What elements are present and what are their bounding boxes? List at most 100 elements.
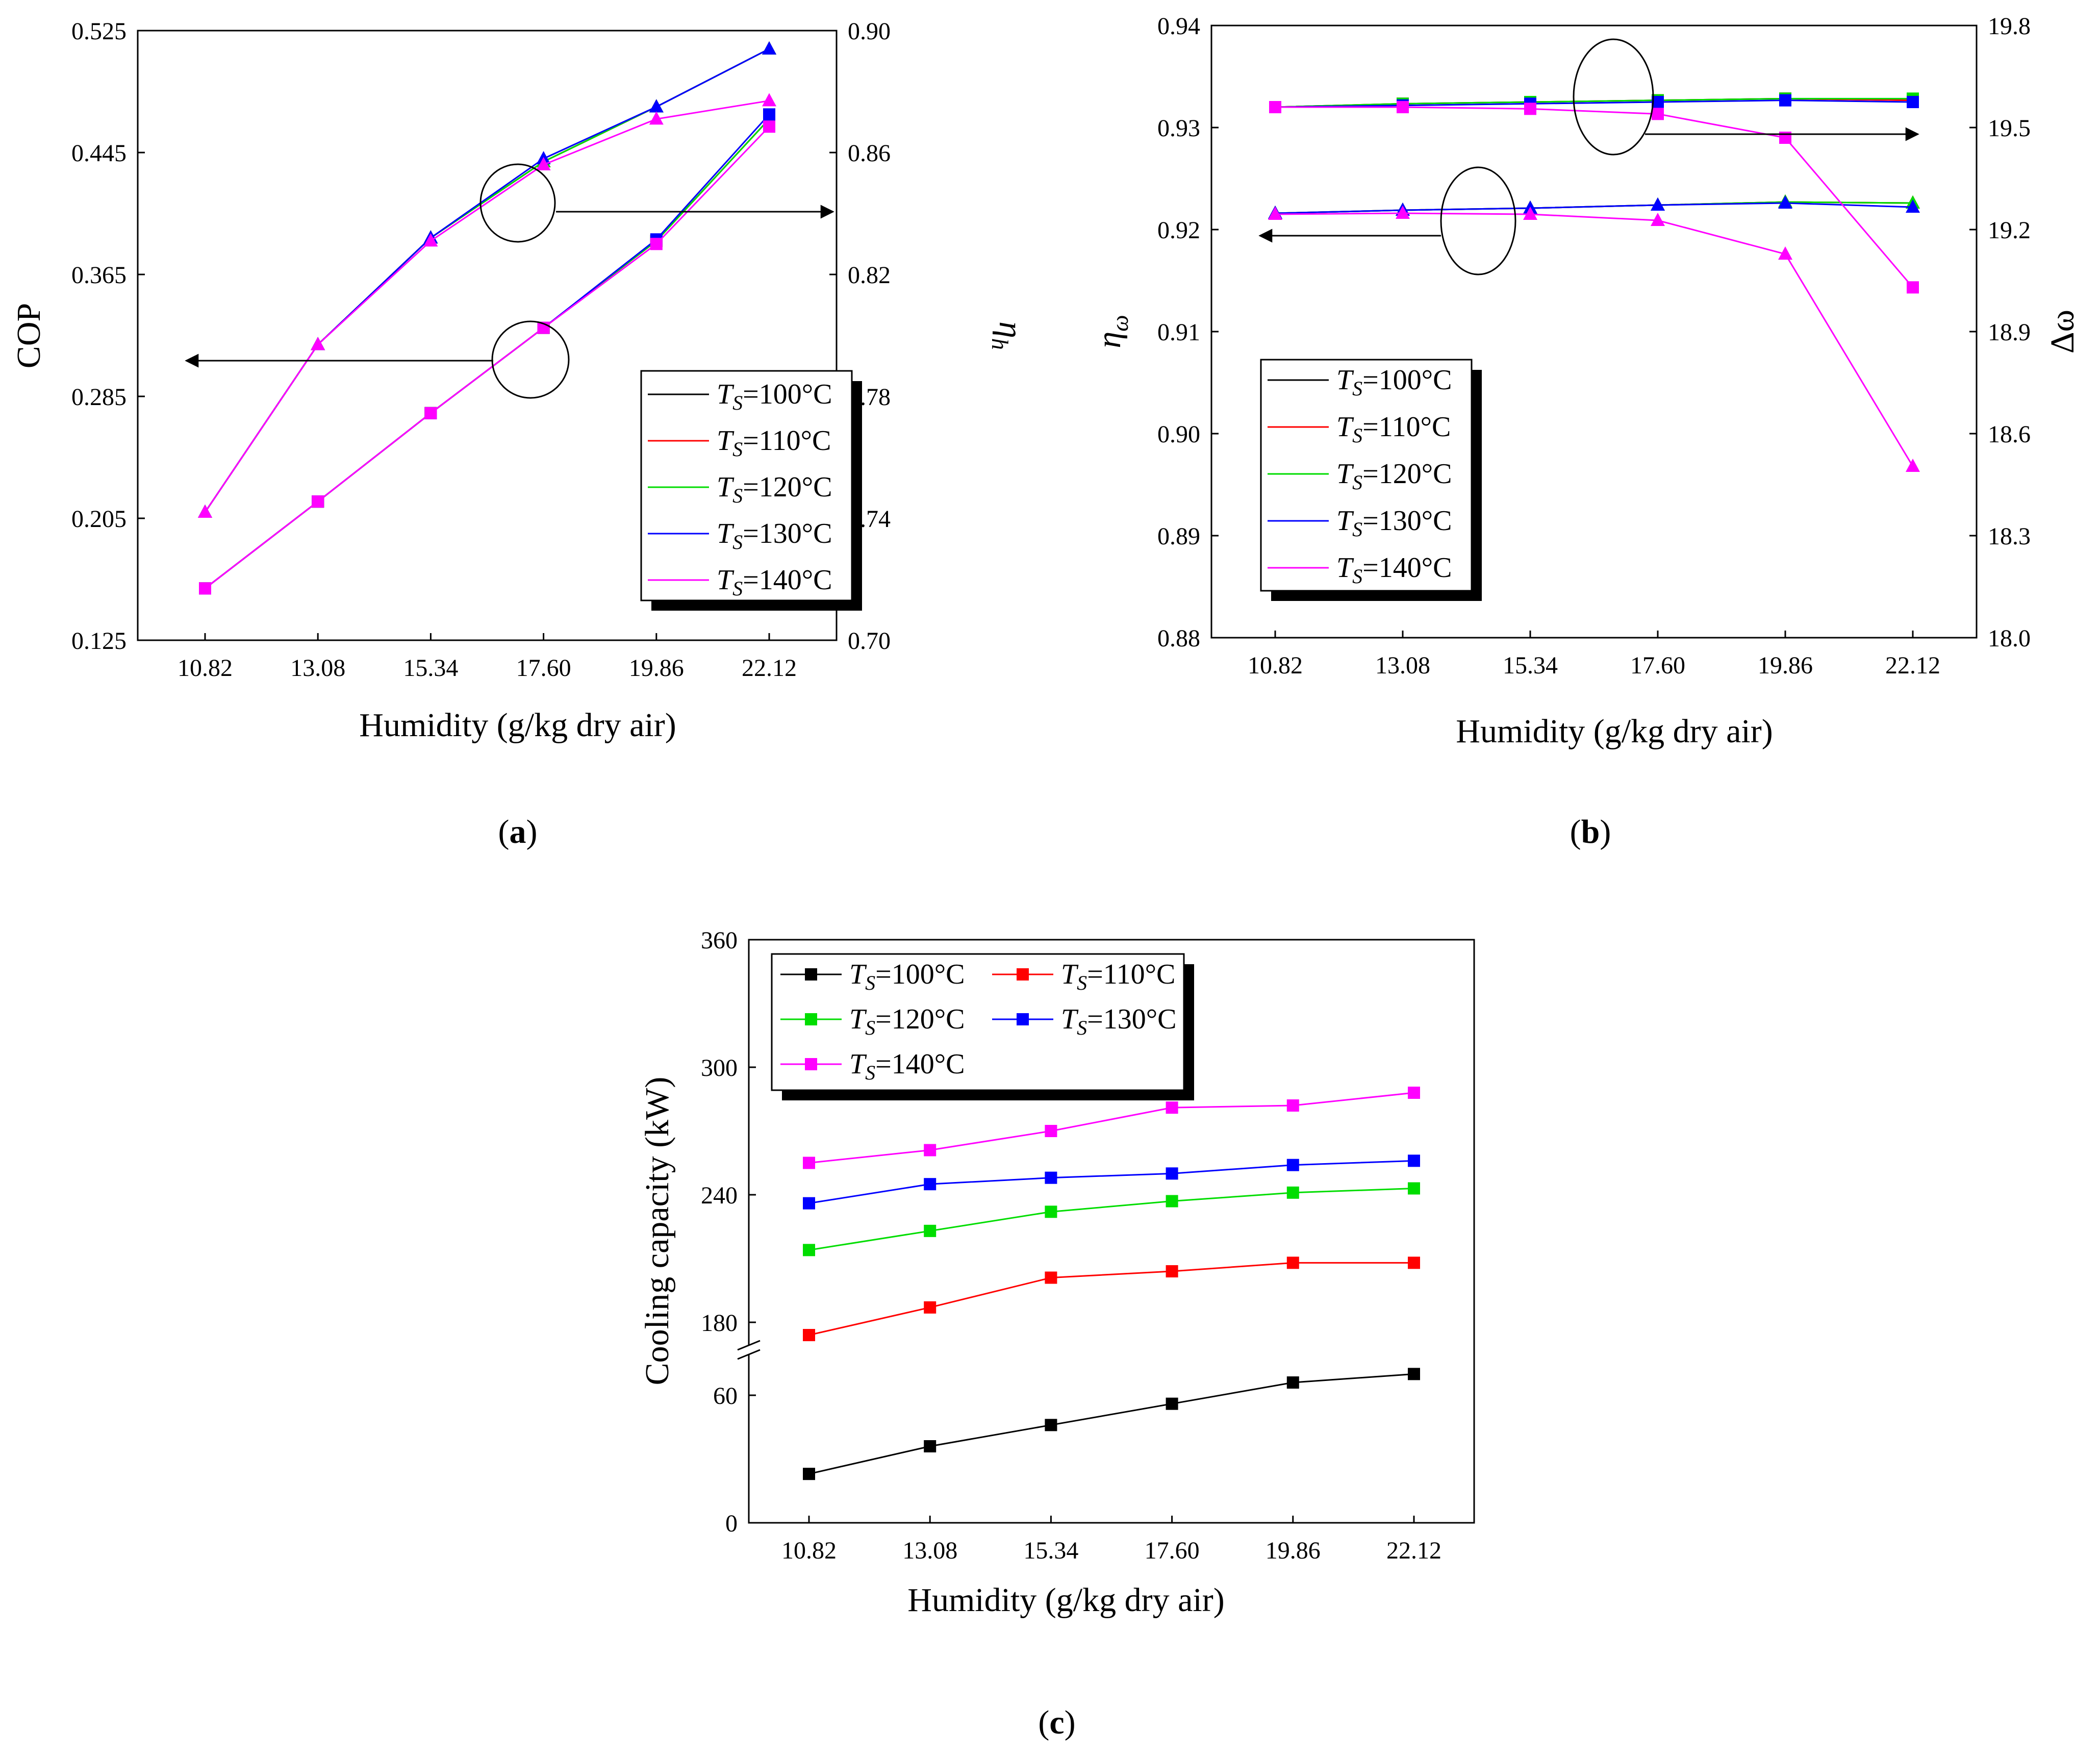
b-legend-entry-text: =130°C: [1362, 505, 1452, 537]
c-legend-entry-marker: [1017, 968, 1029, 981]
panel-a-series: [198, 41, 776, 595]
panel-b-ytick-labels: 0.88 0.89 0.90 0.91 0.92 0.93 0.94: [1157, 13, 1200, 652]
b-legend-entry-subscript: S: [1352, 565, 1362, 588]
c-data-point: [1286, 1257, 1299, 1269]
c-legend-entry-marker: [805, 1058, 817, 1070]
panel-c-caption-letter: c: [1049, 1704, 1064, 1741]
b-legend-entry-label: TS=140°C: [1336, 552, 1452, 588]
panel-a-xtick-labels: 10.82 13.08 15.34 17.60 19.86 22.12: [178, 655, 797, 682]
a-ytick-label: 0.125: [71, 627, 126, 655]
panel-c-frame: [748, 939, 1475, 1524]
c-data-point: [1408, 1368, 1420, 1380]
panel-b-xtick-labels: 10.82 13.08 15.34 17.60 19.86 22.12: [1248, 652, 1940, 679]
b-ytick-label: 0.89: [1157, 523, 1200, 550]
a-legend-entry-text: =110°C: [743, 425, 831, 457]
panel-c: 0 60 180 240 300 360 10.82 13.08 15.34 17.60 19.8…: [639, 927, 1475, 1741]
c-series-line: [808, 1262, 1414, 1336]
b-legend-entry-label: TS=110°C: [1336, 411, 1451, 447]
c-legend-entry-label: TS=110°C: [1061, 959, 1175, 994]
c-data-point: [1408, 1182, 1420, 1195]
c-series-line: [808, 1160, 1414, 1204]
a-data-point: [763, 120, 775, 133]
c-xtick-label: 10.82: [781, 1537, 837, 1564]
c-ytick-label: 300: [701, 1054, 738, 1082]
a-legend-entry-label: TS=130°C: [717, 518, 832, 554]
a-legend-entry-subscript: S: [732, 577, 743, 600]
a-xtick-label: 17.60: [516, 655, 571, 682]
panel-b: 0.880.890.900.910.920.930.94 18.018.318.…: [1091, 13, 2081, 850]
b-data-point: [1268, 207, 1282, 220]
b-legend-entry-text: =140°C: [1362, 552, 1452, 584]
c-legend-entry-label: TS=120°C: [849, 1003, 965, 1039]
b-legend-entry-subscript: S: [1352, 377, 1362, 400]
panel-b-y2tick-labels: 18.0 18.3 18.6 18.9 19.2 19.5 19.8: [1988, 13, 2031, 652]
b-data-point: [1397, 101, 1409, 113]
c-data-point: [803, 1244, 815, 1257]
a-y2tick-label: 0.90: [848, 18, 891, 45]
b-data-point: [1269, 101, 1281, 113]
panel-c-caption: (c): [1038, 1704, 1075, 1741]
b-xtick-label: 19.86: [1758, 652, 1813, 679]
b-y2tick-label: 18.6: [1988, 421, 2031, 448]
c-legend-entry-symbol: T: [1061, 959, 1079, 990]
a-data-point: [312, 495, 324, 508]
a-legend-entry-subscript: S: [732, 531, 743, 554]
c-legend-entry-label: TS=100°C: [849, 959, 965, 994]
b-ytick-label: 0.92: [1157, 217, 1200, 244]
c-data-point: [1166, 1167, 1178, 1180]
a-legend-entry-subscript: S: [732, 391, 743, 414]
a-data-point: [199, 582, 211, 595]
b-legend-entry-subscript: S: [1352, 424, 1362, 447]
c-data-point: [1045, 1205, 1057, 1218]
b-ytick-label: 0.94: [1157, 13, 1200, 40]
b-data-point: [1778, 246, 1792, 260]
a-legend-entry-subscript: S: [732, 438, 743, 461]
panel-b-legend-entries: TS=100°CTS=110°CTS=120°CTS=130°CTS=140°C: [1268, 364, 1452, 588]
b-legend-entry-symbol: T: [1336, 505, 1354, 537]
c-data-point: [924, 1178, 937, 1191]
panel-b-xlabel: Humidity (g/kg dry air): [1456, 713, 1773, 750]
b-data-point: [1778, 195, 1792, 209]
panel-b-ylabel: ηω: [1091, 315, 1133, 348]
a-legend-entry-label: TS=100°C: [717, 379, 832, 414]
c-ytick-label: 60: [713, 1383, 738, 1410]
panel-b-caption: (b): [1570, 813, 1611, 850]
c-data-point: [1286, 1159, 1299, 1171]
c-legend-entry-symbol: T: [1061, 1003, 1079, 1035]
a-data-point: [198, 505, 212, 518]
c-data-point: [1045, 1271, 1057, 1284]
c-series-line: [808, 1188, 1414, 1251]
a-data-point: [763, 108, 775, 121]
b-data-point: [1651, 197, 1665, 211]
b-xtick-label: 13.08: [1375, 652, 1430, 679]
panel-a-ylabel: COP: [10, 303, 47, 368]
a-series-line: [204, 99, 770, 513]
c-series-line: [808, 1092, 1414, 1164]
c-data-point: [1286, 1099, 1299, 1112]
c-legend-entry-label: TS=130°C: [1061, 1003, 1176, 1039]
a-ytick-label: 0.205: [71, 506, 126, 533]
panel-a-y2label-sub: h: [987, 338, 1013, 350]
b-ytick-label: 0.93: [1157, 115, 1200, 142]
panel-c-ylabel: Cooling capacity (kW): [639, 1077, 676, 1386]
b-series-line: [1275, 97, 1913, 108]
b-y2tick-label: 19.8: [1988, 13, 2031, 40]
a-xtick-label: 22.12: [742, 655, 797, 682]
b-legend-entry-symbol: T: [1336, 458, 1354, 490]
panel-a-annotation-ellipse-right: [479, 163, 556, 243]
a-legend-entry-text: =120°C: [743, 471, 832, 503]
c-data-point: [1408, 1154, 1420, 1167]
panel-c-axis-break-mark-2: [737, 1349, 761, 1360]
b-series-line: [1275, 99, 1913, 108]
a-legend-entry-symbol: T: [717, 564, 735, 596]
c-data-point: [1166, 1101, 1178, 1114]
a-xtick-label: 13.08: [290, 655, 345, 682]
b-xtick-label: 17.60: [1630, 652, 1685, 679]
c-legend-entry-symbol: T: [849, 1048, 867, 1080]
b-y2tick-label: 18.3: [1988, 523, 2031, 550]
a-ytick-label: 0.445: [71, 140, 126, 167]
c-legend-entry-symbol: T: [849, 1003, 867, 1035]
a-data-point: [423, 233, 438, 247]
panel-b-y2label: Δω: [2044, 310, 2081, 354]
